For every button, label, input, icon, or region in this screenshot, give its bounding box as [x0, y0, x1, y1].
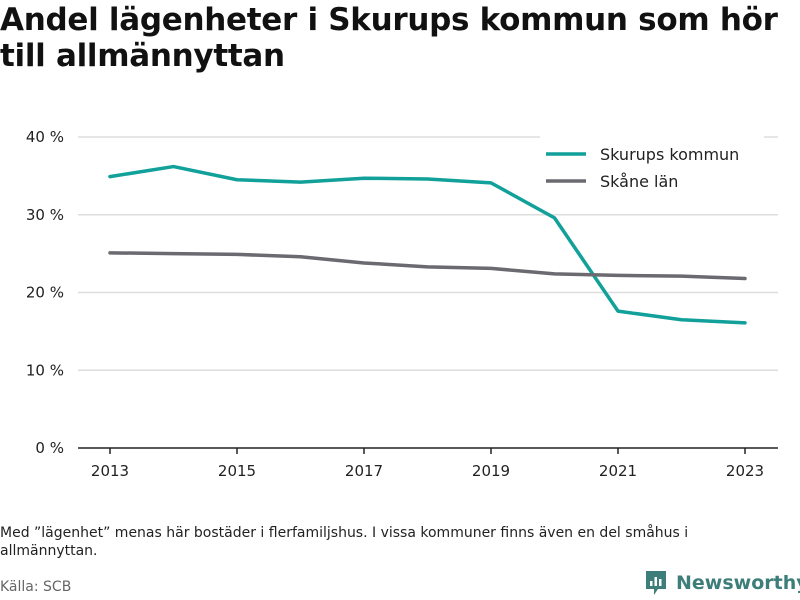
- x-tick-label: 2019: [472, 462, 510, 480]
- newsworthy-logo-icon: [646, 571, 666, 595]
- y-tick-label: 0 %: [35, 439, 64, 457]
- series-line: [108, 164, 747, 325]
- x-tick-label: 2023: [726, 462, 764, 480]
- x-tick-label: 2013: [91, 462, 129, 480]
- x-tick-label: 2015: [218, 462, 256, 480]
- x-tick-label: 2017: [345, 462, 383, 480]
- legend-label: Skurups kommun: [600, 145, 739, 164]
- series-lines: [108, 164, 747, 325]
- source-label: Källa: SCB: [0, 579, 72, 595]
- legend: Skurups kommun Skåne län: [540, 136, 764, 198]
- chart-title: Andel lägenheter i Skurups kommun som hö…: [0, 2, 778, 74]
- legend-box: [540, 136, 764, 198]
- y-tick-label: 20 %: [26, 284, 64, 302]
- chart-note: Med ”lägenhet” menas här bostäder i fler…: [0, 525, 689, 559]
- legend-label: Skåne län: [600, 172, 678, 191]
- y-tick-label: 10 %: [26, 361, 64, 379]
- brand-name: Newsworthy: [676, 572, 800, 594]
- line-chart: 0 % 10 % 20 % 30 % 40 % 2013 2015 2017 2019 2021…: [26, 128, 778, 480]
- x-axis: 2013 2015 2017 2019 2021 2023: [78, 447, 778, 480]
- y-axis-ticks: 0 % 10 % 20 % 30 % 40 %: [26, 128, 64, 457]
- y-tick-label: 40 %: [26, 128, 64, 146]
- y-tick-label: 30 %: [26, 206, 64, 224]
- x-tick-label: 2021: [599, 462, 637, 480]
- series-line: [108, 251, 747, 281]
- brand-logo: Newsworthy: [644, 568, 800, 598]
